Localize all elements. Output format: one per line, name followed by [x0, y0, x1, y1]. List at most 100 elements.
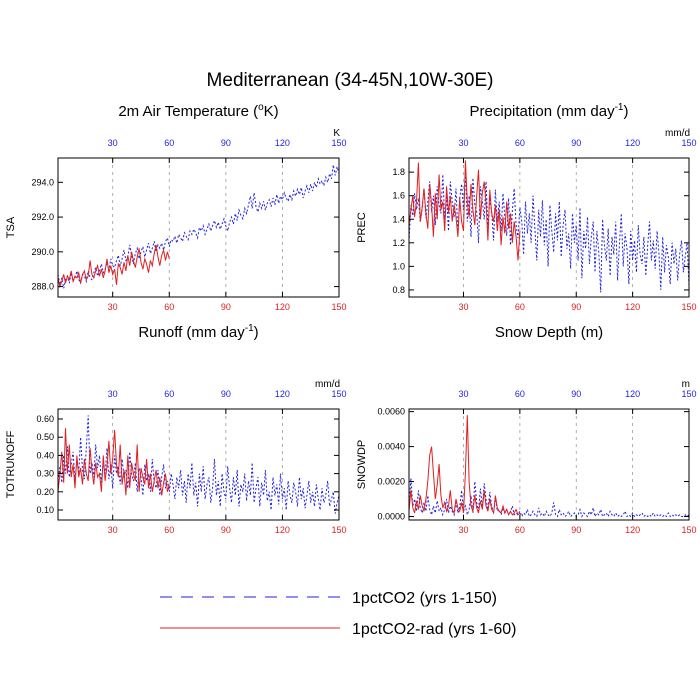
legend: 1pctCO2 (yrs 1-150) 1pctCO2-rad (yrs 1-6… [160, 590, 517, 638]
x-tick-label-bottom: 60 [164, 302, 174, 312]
y-tick-label: 1.4 [392, 214, 405, 224]
series-line-red [408, 415, 521, 517]
y-tick-label: 0.8 [392, 285, 405, 295]
panel-totrunoff: Runoff (mm day-1) mm/d 0.10 0.20 0.30 0.40 0.5… [5, 323, 347, 535]
panel-title-main: Snow Depth (m) [495, 324, 603, 341]
y-tick-label: 290.0 [31, 247, 54, 257]
y-axis-label: TSA [5, 216, 17, 238]
y-tick-label: 288.0 [31, 282, 54, 292]
x-tick-label-bottom: 150 [681, 302, 696, 312]
panel-title-main: Runoff (mm day [138, 324, 245, 341]
legend-label-red: 1pctCO2-rad (yrs 1-60) [352, 621, 517, 638]
y-tick-label: 1.6 [392, 191, 405, 201]
series-line-red [57, 244, 170, 289]
x-tick-label-top: 120 [275, 138, 290, 148]
y-tick-label: 1.0 [392, 261, 405, 271]
y-tick-label: 1.8 [392, 167, 405, 177]
x-tick-label-top: 60 [164, 138, 174, 148]
x-tick-label-top: 60 [515, 389, 525, 399]
x-tick-label-bottom: 90 [221, 525, 231, 535]
x-tick-label-bottom: 90 [571, 302, 581, 312]
x-tick-label-bottom: 60 [515, 302, 525, 312]
y-tick-label: 0.10 [36, 505, 54, 515]
unit-label: mm/d [315, 379, 340, 390]
panel-prec: Precipitation (mm day-1) mm/d 0.8 1.0 1.2 1.4… [356, 102, 697, 312]
x-tick-label-bottom: 120 [625, 302, 640, 312]
unit-label: mm/d [665, 128, 690, 139]
x-tick-label-top: 120 [275, 389, 290, 399]
series-line-blue [408, 169, 690, 293]
plot-frame [408, 408, 690, 521]
x-tick-label-top: 150 [331, 138, 346, 148]
x-tick-label-top: 120 [625, 389, 640, 399]
y-tick-label: 0.30 [36, 469, 54, 479]
panel-title: 2m Air Temperature (oK) [118, 102, 278, 120]
x-tick-label-top: 150 [681, 389, 696, 399]
panel-title-end: K) [264, 103, 279, 120]
series-line-blue [408, 477, 690, 518]
figure-title: Mediterranean (34-45N,10W-30E) [207, 70, 494, 91]
x-tick-label-top: 90 [221, 389, 231, 399]
unit-label: K [333, 128, 340, 139]
x-tick-label-bottom: 90 [221, 302, 231, 312]
x-tick-label-bottom: 150 [331, 302, 346, 312]
y-tick-label: 0.0040 [377, 442, 405, 452]
y-tick-label: 0.50 [36, 432, 54, 442]
panel-snowdp: Snow Depth (m) m 0.0000 0.0020 0.0040 0.0060 S… [356, 324, 697, 535]
x-tick-label-bottom: 30 [458, 302, 468, 312]
series-line-blue [57, 164, 340, 289]
y-tick-label: 292.0 [31, 212, 54, 222]
x-tick-label-bottom: 90 [571, 525, 581, 535]
y-tick-label: 0.0060 [377, 407, 405, 417]
x-tick-label-top: 30 [108, 138, 118, 148]
x-tick-label-top: 30 [108, 389, 118, 399]
x-tick-label-bottom: 120 [275, 302, 290, 312]
x-tick-label-top: 30 [458, 138, 468, 148]
unit-label: m [682, 379, 690, 390]
panel-title-main: 2m Air Temperature ( [118, 103, 258, 120]
series-line-red [408, 160, 521, 261]
panel-title: Precipitation (mm day-1) [470, 102, 629, 120]
y-tick-label: 1.2 [392, 238, 405, 248]
panels-group: 2m Air Temperature (oK) K 288.0 290.0 292.0 2… [5, 102, 697, 535]
x-tick-label-bottom: 60 [515, 525, 525, 535]
x-tick-label-top: 90 [221, 138, 231, 148]
y-axis-label: SNOWDP [356, 440, 368, 490]
panel-title-end: ) [623, 103, 628, 120]
y-tick-label: 294.0 [31, 177, 54, 187]
x-tick-label-top: 30 [458, 389, 468, 399]
plot-frame [57, 157, 340, 298]
x-tick-label-bottom: 150 [331, 525, 346, 535]
y-tick-label: 0.40 [36, 450, 54, 460]
x-tick-label-top: 60 [515, 138, 525, 148]
x-tick-label-bottom: 30 [458, 525, 468, 535]
plot-frame [57, 408, 340, 521]
panel-tsa: 2m Air Temperature (oK) K 288.0 290.0 292.0 2… [5, 102, 347, 312]
y-tick-label: 0.0000 [377, 512, 405, 522]
panel-title-sup: o [258, 102, 264, 113]
x-tick-label-bottom: 60 [164, 525, 174, 535]
x-tick-label-bottom: 120 [625, 525, 640, 535]
x-tick-label-bottom: 120 [275, 525, 290, 535]
series-line-red [57, 428, 170, 496]
x-tick-label-bottom: 30 [108, 302, 118, 312]
x-tick-label-bottom: 150 [681, 525, 696, 535]
panel-title-end: ) [254, 324, 259, 341]
x-tick-label-bottom: 30 [108, 525, 118, 535]
x-tick-label-top: 150 [681, 138, 696, 148]
y-tick-label: 0.60 [36, 414, 54, 424]
panel-title: Snow Depth (m) [495, 324, 603, 341]
panel-title: Runoff (mm day-1) [138, 323, 258, 341]
x-tick-label-top: 90 [571, 138, 581, 148]
y-tick-label: 0.20 [36, 487, 54, 497]
x-tick-label-top: 120 [625, 138, 640, 148]
plot-frame [408, 157, 690, 298]
panel-title-sup: -1 [615, 102, 624, 113]
panel-title-sup: -1 [245, 323, 254, 334]
x-tick-label-top: 150 [331, 389, 346, 399]
legend-label-blue: 1pctCO2 (yrs 1-150) [352, 590, 497, 607]
x-tick-label-top: 90 [571, 389, 581, 399]
series-line-blue [57, 415, 340, 514]
x-tick-label-top: 60 [164, 389, 174, 399]
